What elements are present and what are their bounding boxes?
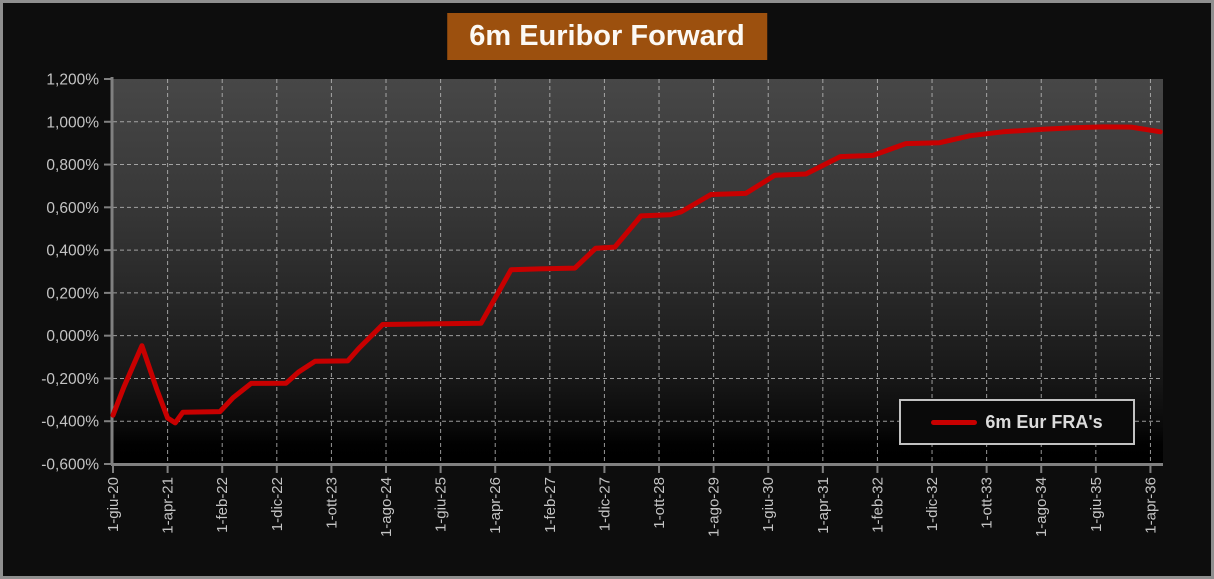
y-axis-label: -0,600% [41, 457, 99, 474]
legend-line-sample [931, 419, 978, 425]
x-axis-label: 1-dic-27 [596, 477, 613, 531]
chart-title: 6m Euribor Forward [447, 13, 767, 60]
x-axis-label: 1-feb-27 [542, 477, 559, 533]
x-axis-label: 1-apr-36 [1142, 477, 1159, 534]
x-axis-label: 1-ago-24 [378, 477, 395, 537]
x-axis-label: 1-ago-29 [706, 477, 723, 537]
y-axis-label: 0,400% [46, 243, 99, 260]
fra-series-line [110, 124, 1163, 426]
x-axis-label: 1-feb-22 [214, 477, 231, 533]
y-axis-label: 1,000% [46, 114, 99, 131]
x-axis-label: 1-dic-32 [924, 477, 941, 531]
chart-canvas: 1,200% 1,000% 0,800% 0,600% 0,400% 0,200% 0,00… [41, 72, 1163, 537]
x-axis-label: 1-apr-31 [815, 477, 832, 534]
x-axis-label: 1-ott-33 [979, 477, 996, 529]
y-axis-labels: 1,200% 1,000% 0,800% 0,600% 0,400% 0,200% 0,00… [41, 72, 99, 474]
y-axis-label: 0,000% [46, 328, 99, 345]
x-axis-label: 1-ott-23 [323, 477, 340, 529]
x-axis-label: 1-apr-26 [487, 477, 504, 534]
x-axis-label: 1-apr-21 [160, 477, 177, 534]
legend-series-label: 6m Eur FRA's [985, 411, 1103, 432]
x-axis-label: 1-giu-25 [433, 477, 450, 532]
x-axis-label: 1-ago-34 [1033, 477, 1050, 537]
y-axis-label: 0,600% [46, 200, 99, 217]
y-axis-label: -0,200% [41, 371, 99, 388]
y-axis-label: 1,200% [46, 72, 99, 89]
x-axis-label: 1-dic-22 [269, 477, 286, 531]
gridlines [113, 79, 1163, 464]
y-axis-label: -0,400% [41, 414, 99, 431]
x-axis-label: 1-giu-20 [105, 477, 122, 532]
x-axis-labels: 1-giu-20 1-apr-21 1-feb-22 1-dic-22 1-ott-23… [105, 477, 1159, 537]
x-axis-label: 1-giu-30 [760, 477, 777, 532]
y-axis-label: 0,800% [46, 157, 99, 174]
legend: 6m Eur FRA's [899, 399, 1135, 445]
y-axis-label: 0,200% [46, 285, 99, 302]
x-axis-label: 1-giu-35 [1088, 477, 1105, 532]
x-axis-label: 1-feb-32 [869, 477, 886, 533]
x-axis-label: 1-ott-28 [651, 477, 668, 529]
